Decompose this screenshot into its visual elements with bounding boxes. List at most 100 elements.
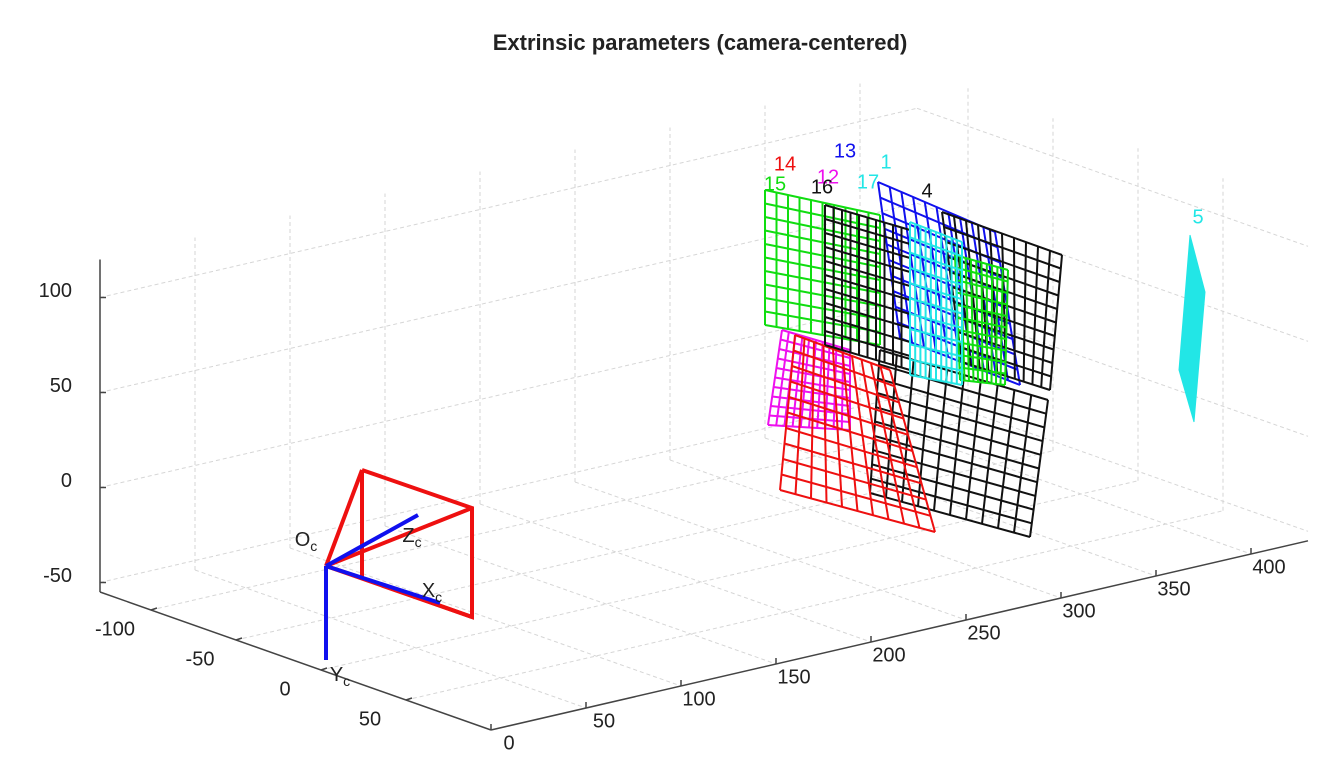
camera-axis-name: X [422, 580, 435, 602]
board-line [958, 341, 1007, 352]
board-line [764, 283, 881, 307]
board-label: 1 [880, 151, 891, 173]
grid-line [194, 569, 587, 709]
checkerboard [1178, 234, 1206, 423]
board-line [767, 424, 851, 431]
board-label: 17 [857, 171, 879, 193]
board-line [909, 374, 963, 386]
board-line [990, 265, 994, 384]
board-label: 12 [817, 166, 839, 188]
z-tick-label: 50 [50, 375, 72, 397]
board-line [1031, 246, 1039, 385]
camera-edge [324, 469, 364, 567]
z-tick-label: -50 [43, 565, 72, 587]
grid-line [916, 297, 1309, 437]
board-line [1029, 399, 1049, 538]
camera-label: Xc [422, 580, 442, 604]
y-tick-label: -50 [186, 648, 215, 670]
camera-edge [325, 506, 473, 568]
board-line [764, 256, 881, 281]
board-line [872, 449, 1036, 497]
board-line [787, 411, 913, 452]
grid-line [99, 107, 918, 298]
x-tick-label: 250 [967, 622, 1000, 644]
y-tick [235, 637, 243, 641]
board-line [879, 366, 921, 529]
y-tick-label: -100 [95, 618, 135, 640]
grid-line [574, 481, 967, 621]
board-line [1013, 394, 1033, 533]
board-line [1040, 250, 1051, 388]
board-line [909, 297, 963, 315]
y-tick-label: 0 [279, 678, 290, 700]
board-line [824, 288, 911, 315]
camera-subscript: c [310, 538, 317, 554]
board-line [959, 379, 1006, 386]
camera-label: Zc [402, 525, 421, 549]
camera-subscript: c [435, 589, 442, 605]
board-label: 16 [811, 176, 833, 198]
board-line [889, 369, 936, 533]
board-line [869, 492, 1031, 538]
board-line [957, 316, 1007, 329]
x-tick-label: 0 [503, 732, 514, 754]
x-tick-label: 350 [1157, 578, 1190, 600]
x-tick-label: 300 [1062, 600, 1095, 622]
board-line [999, 268, 1004, 385]
camera-axis-name: Y [330, 664, 343, 686]
board-line [909, 328, 963, 344]
board-line [816, 341, 824, 429]
board-line [764, 270, 881, 294]
grid-line [764, 437, 1157, 577]
board-line [824, 343, 831, 429]
board-line [1013, 237, 1016, 379]
board-line [1049, 254, 1063, 391]
board-line [909, 358, 963, 372]
x-axis [490, 540, 1309, 731]
camera-label: Oc [295, 529, 318, 553]
grid-line [669, 459, 1062, 599]
board-line [824, 302, 911, 329]
board-line [764, 297, 881, 320]
board-line [870, 362, 905, 524]
board-line [785, 427, 918, 469]
checkerboard [824, 204, 911, 371]
grid-line [99, 392, 918, 583]
board-line [959, 366, 1006, 375]
board-line [965, 379, 982, 520]
board-line [824, 330, 911, 357]
board-line [909, 312, 963, 329]
x-tick-label: 50 [593, 710, 615, 732]
x-tick-label: 100 [682, 688, 715, 710]
grid-line [150, 420, 969, 611]
board-line [824, 274, 911, 301]
z-tick-label: 0 [61, 470, 72, 492]
x-tick-label: 150 [777, 666, 810, 688]
board-line [782, 458, 927, 501]
checkerboard [909, 221, 963, 386]
grid-line [916, 107, 1309, 247]
checkerboard [764, 189, 881, 346]
board-line [1004, 269, 1009, 386]
grid-line [99, 297, 918, 488]
board-label: 14 [774, 153, 796, 175]
board-line [824, 316, 911, 343]
z-tick-label: 100 [39, 280, 72, 302]
board-line [784, 442, 922, 485]
grid-line [859, 415, 1252, 555]
board-line [909, 343, 963, 358]
board-label: 13 [834, 140, 856, 162]
y-tick [150, 607, 158, 611]
grid-line [916, 202, 1309, 342]
board-line [764, 310, 881, 333]
board-line [982, 226, 1009, 381]
camera-axis [325, 513, 419, 568]
board-line [824, 344, 911, 371]
grid-line [916, 392, 1309, 532]
grid-line [320, 480, 1139, 671]
grid-line [289, 547, 682, 687]
board-line [779, 489, 936, 533]
checkerboard [954, 254, 1009, 386]
x-tick-label: 400 [1252, 556, 1285, 578]
y-tick-label: 50 [359, 708, 381, 730]
